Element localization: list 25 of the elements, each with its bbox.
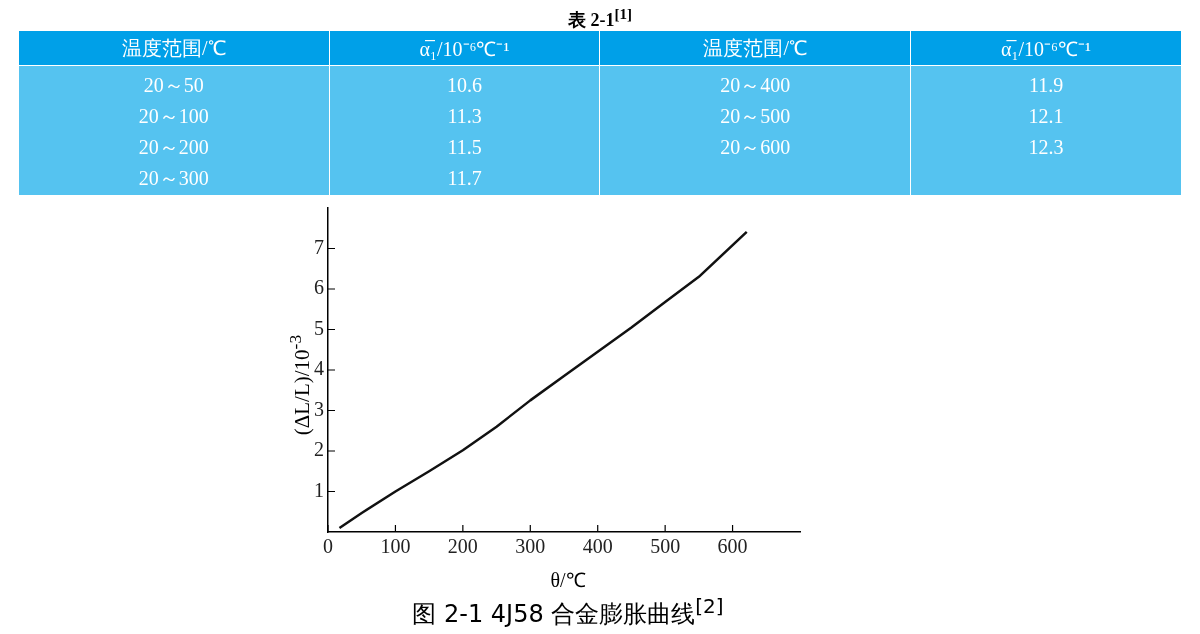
text: α̅₁/10⁻⁶℃⁻¹ <box>910 30 1182 66</box>
y-tick-label: 1 <box>314 478 324 501</box>
text: 图 2-1 4J58 合金膨胀曲线$^{[2]}$ <box>412 594 724 630</box>
y-tick-label: 7 <box>314 235 324 258</box>
text: 20～50 20～100 20～200 20～300 <box>18 65 330 196</box>
x-tick-label: 500 <box>650 535 681 558</box>
text: α̅₁/10⁻⁶℃⁻¹ <box>329 30 600 66</box>
y-tick-label: 3 <box>314 397 324 420</box>
text: 表 2-1$^{[1]}$ <box>567 6 633 30</box>
x-tick-label: 200 <box>447 535 478 558</box>
x-tick-label: 600 <box>717 535 748 558</box>
x-tick-label: 100 <box>380 535 411 558</box>
text: 温度范围/℃ <box>599 30 911 66</box>
x-tick-label: 0 <box>323 535 333 558</box>
text: 11.9 12.1 12.3 <box>910 65 1182 196</box>
y-tick-label: 5 <box>314 316 324 339</box>
y-tick-label: 6 <box>314 276 324 299</box>
text: 10.6 11.3 11.5 11.7 <box>329 65 600 196</box>
y-tick-label: 4 <box>314 357 324 380</box>
x-axis-title: θ/℃ <box>550 568 586 593</box>
text: 20～400 20～500 20～600 <box>599 65 911 196</box>
text: 温度范围/℃ <box>18 30 330 66</box>
y-tick-label: 2 <box>314 438 324 461</box>
x-tick-label: 400 <box>582 535 613 558</box>
x-tick-label: 300 <box>515 535 546 558</box>
